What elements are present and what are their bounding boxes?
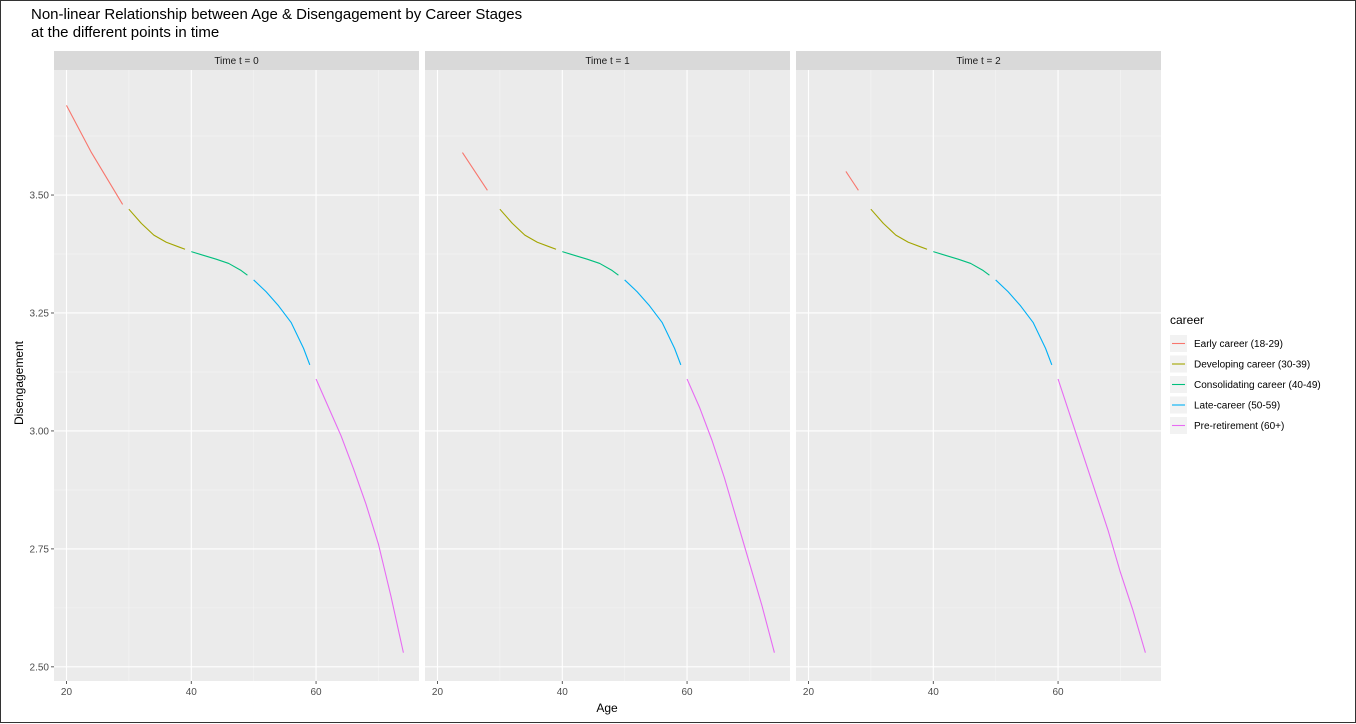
x-tick-label: 20 (61, 687, 73, 698)
x-tick-label: 40 (557, 687, 569, 698)
series-line-consolidating-career-40-49 (933, 251, 990, 276)
series-line-early-career-18-29 (461, 152, 488, 191)
facet-strip-label: Time t = 0 (214, 56, 259, 67)
panel-background (425, 70, 790, 681)
chart-title-line-1: Non-linear Relationship between Age & Di… (31, 6, 522, 23)
y-tick-label: 3.50 (30, 191, 50, 202)
facet-panel-2: Time t = 2 20 40 60 (796, 51, 1161, 698)
facet-strip (796, 51, 1161, 70)
facet-strip-label: Time t = 2 (956, 56, 1001, 67)
series-line-late-career-50-59 (624, 279, 682, 366)
y-tick-label: 2.75 (30, 544, 50, 555)
x-tick-label: 20 (803, 687, 815, 698)
series-line-late-career-50-59 (995, 279, 1053, 366)
series-line-developing-career-30-39 (128, 208, 186, 250)
series-line-pre-retirement-60 (686, 378, 775, 653)
x-tick-label: 60 (310, 687, 322, 698)
series-line-late-career-50-59 (253, 279, 311, 366)
series-line-developing-career-30-39 (870, 208, 928, 250)
legend-label-consolidating-career-40-49: Consolidating career (40-49) (1194, 380, 1321, 391)
facet-strip (425, 51, 790, 70)
legend-label-developing-career-30-39: Developing career (30-39) (1194, 360, 1310, 371)
facet-panel-0: Time t = 0 20 40 60 2.50 2.75 3.00 3.25 3.50 (30, 51, 419, 698)
y-tick-label: 3.25 (30, 308, 50, 319)
series-line-consolidating-career-40-49 (191, 251, 248, 276)
legend-label-early-career-18-29: Early career (18-29) (1194, 339, 1283, 350)
legend-label-pre-retirement-60: Pre-retirement (60+) (1194, 421, 1284, 432)
x-tick-label: 40 (186, 687, 198, 698)
x-tick-label: 60 (681, 687, 693, 698)
x-tick-label: 40 (928, 687, 940, 698)
panel-background (54, 70, 419, 681)
y-axis-title: Disengagement (12, 340, 26, 425)
series-line-pre-retirement-60 (315, 378, 404, 653)
legend-title: career (1170, 313, 1204, 327)
y-tick-label: 3.00 (30, 426, 50, 437)
chart-title-line-2: at the different points in time (31, 24, 219, 41)
series-line-developing-career-30-39 (499, 208, 557, 250)
facet-strip (54, 51, 419, 70)
facet-strip-label: Time t = 1 (585, 56, 630, 67)
x-tick-label: 60 (1052, 687, 1064, 698)
y-tick-label: 2.50 (30, 662, 50, 673)
series-line-early-career-18-29 (845, 171, 859, 191)
facet-panel-1: Time t = 1 20 40 60 (425, 51, 790, 698)
x-tick-label: 20 (432, 687, 444, 698)
series-line-consolidating-career-40-49 (562, 251, 619, 276)
panel-background (796, 70, 1161, 681)
series-line-pre-retirement-60 (1057, 378, 1146, 653)
legend: career Early career (18-29) Developing ca… (1170, 313, 1321, 434)
legend-label-late-career-50-59: Late-career (50-59) (1194, 401, 1280, 412)
series-line-early-career-18-29 (65, 105, 124, 205)
facet-panels: Time t = 020 40 602.502.753.003.253.50Time… (30, 51, 1161, 698)
x-axis-title: Age (596, 701, 618, 715)
